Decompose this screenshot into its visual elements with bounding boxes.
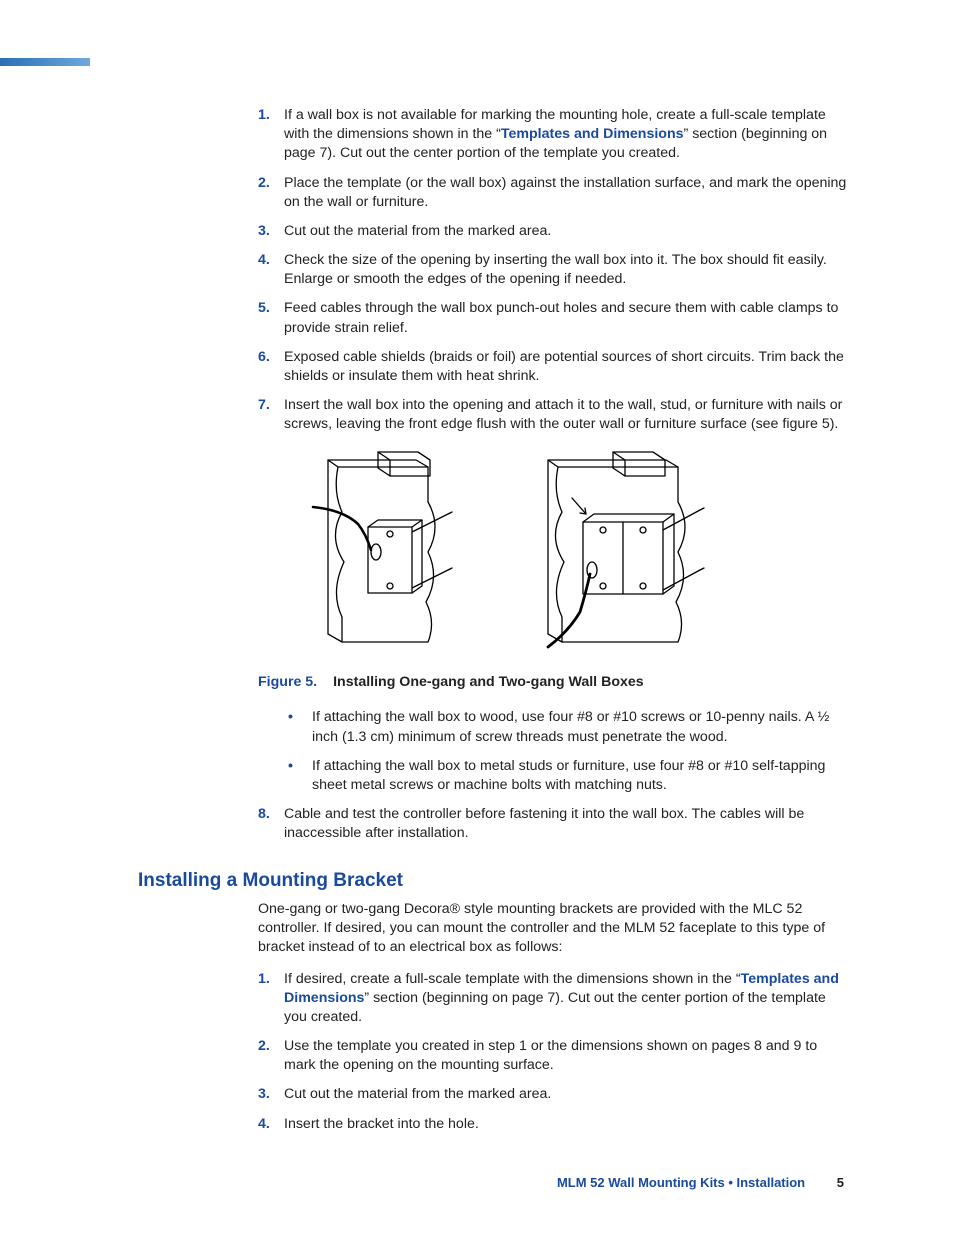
step-text: Use the template you created in step 1 o… — [284, 1037, 848, 1075]
step-text: Insert the wall box into the opening and… — [284, 396, 848, 434]
step-5: 5. Feed cables through the wall box punc… — [258, 299, 848, 337]
step-text: Cable and test the controller before fas… — [284, 805, 848, 843]
step-number: 2. — [258, 174, 284, 212]
step-text: Exposed cable shields (braids or foil) a… — [284, 348, 848, 386]
steps-list-1b: 8. Cable and test the controller before … — [258, 805, 848, 843]
step-1: 1. If a wall box is not available for ma… — [258, 106, 848, 164]
steps-list-2: 1. If desired, create a full-scale templ… — [258, 970, 848, 1134]
step-b3: 3. Cut out the material from the marked … — [258, 1085, 848, 1104]
step-6: 6. Exposed cable shields (braids or foil… — [258, 348, 848, 386]
step-number: 7. — [258, 396, 284, 434]
step-8: 8. Cable and test the controller before … — [258, 805, 848, 843]
step-7: 7. Insert the wall box into the opening … — [258, 396, 848, 434]
bullet-icon: • — [288, 708, 312, 746]
page-number: 5 — [837, 1175, 844, 1190]
step-number: 2. — [258, 1037, 284, 1075]
header-accent-bar — [0, 58, 90, 66]
figure-5-caption: Figure 5. Installing One-gang and Two-ga… — [258, 674, 848, 690]
steps-list-1: 1. If a wall box is not available for ma… — [258, 106, 848, 434]
step-number: 4. — [258, 1115, 284, 1134]
templates-link[interactable]: Templates and Dimensions — [501, 126, 684, 142]
section-intro: One-gang or two-gang Decora® style mount… — [258, 900, 848, 958]
footer-title: MLM 52 Wall Mounting Kits • Installation — [557, 1175, 805, 1190]
main-content-block-1: 1. If a wall box is not available for ma… — [258, 106, 848, 853]
step-4: 4. Check the size of the opening by inse… — [258, 251, 848, 289]
list-item: • If attaching the wall box to wood, use… — [288, 708, 848, 746]
step-text: Place the template (or the wall box) aga… — [284, 174, 848, 212]
step-number: 4. — [258, 251, 284, 289]
figure-5-illustrations — [308, 452, 848, 652]
step-b4: 4. Insert the bracket into the hole. — [258, 1115, 848, 1134]
step-text: If desired, create a full-scale template… — [284, 970, 848, 1028]
page-footer: MLM 52 Wall Mounting Kits • Installation… — [557, 1175, 844, 1190]
step-text-post: ” section (beginning on page 7). Cut out… — [284, 990, 826, 1025]
main-content-block-2: One-gang or two-gang Decora® style mount… — [258, 900, 848, 1144]
step-number: 1. — [258, 970, 284, 1028]
attachment-notes-list: • If attaching the wall box to wood, use… — [288, 708, 848, 795]
step-b2: 2. Use the template you created in step … — [258, 1037, 848, 1075]
step-number: 8. — [258, 805, 284, 843]
step-3: 3. Cut out the material from the marked … — [258, 222, 848, 241]
step-text: If a wall box is not available for marki… — [284, 106, 848, 164]
list-text: If attaching the wall box to metal studs… — [312, 757, 848, 795]
step-text: Cut out the material from the marked are… — [284, 1085, 848, 1104]
step-text: Check the size of the opening by inserti… — [284, 251, 848, 289]
step-number: 3. — [258, 222, 284, 241]
step-number: 5. — [258, 299, 284, 337]
step-number: 1. — [258, 106, 284, 164]
step-text: Cut out the material from the marked are… — [284, 222, 848, 241]
step-text-pre: If desired, create a full-scale template… — [284, 971, 741, 987]
two-gang-wallbox-icon — [528, 452, 718, 652]
list-text: If attaching the wall box to wood, use f… — [312, 708, 848, 746]
step-text: Feed cables through the wall box punch-o… — [284, 299, 848, 337]
step-b1: 1. If desired, create a full-scale templ… — [258, 970, 848, 1028]
section-heading-installing-bracket: Installing a Mounting Bracket — [138, 870, 403, 892]
step-2: 2. Place the template (or the wall box) … — [258, 174, 848, 212]
figure-label: Figure 5. — [258, 674, 317, 690]
step-number: 6. — [258, 348, 284, 386]
step-number: 3. — [258, 1085, 284, 1104]
one-gang-wallbox-icon — [308, 452, 468, 652]
figure-text: Installing One-gang and Two-gang Wall Bo… — [333, 674, 644, 690]
step-text: Insert the bracket into the hole. — [284, 1115, 848, 1134]
list-item: • If attaching the wall box to metal stu… — [288, 757, 848, 795]
bullet-icon: • — [288, 757, 312, 795]
